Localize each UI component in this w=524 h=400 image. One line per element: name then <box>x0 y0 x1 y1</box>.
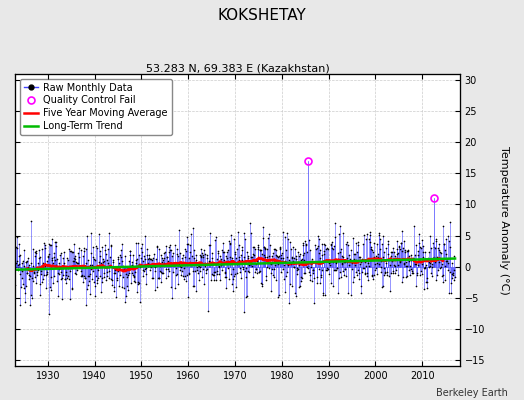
Title: 53.283 N, 69.383 E (Kazakhstan): 53.283 N, 69.383 E (Kazakhstan) <box>146 63 329 73</box>
Y-axis label: Temperature Anomaly (°C): Temperature Anomaly (°C) <box>499 146 509 294</box>
Legend: Raw Monthly Data, Quality Control Fail, Five Year Moving Average, Long-Term Tren: Raw Monthly Data, Quality Control Fail, … <box>20 79 171 135</box>
Text: Berkeley Earth: Berkeley Earth <box>436 388 508 398</box>
Text: KOKSHETAY: KOKSHETAY <box>217 8 307 23</box>
